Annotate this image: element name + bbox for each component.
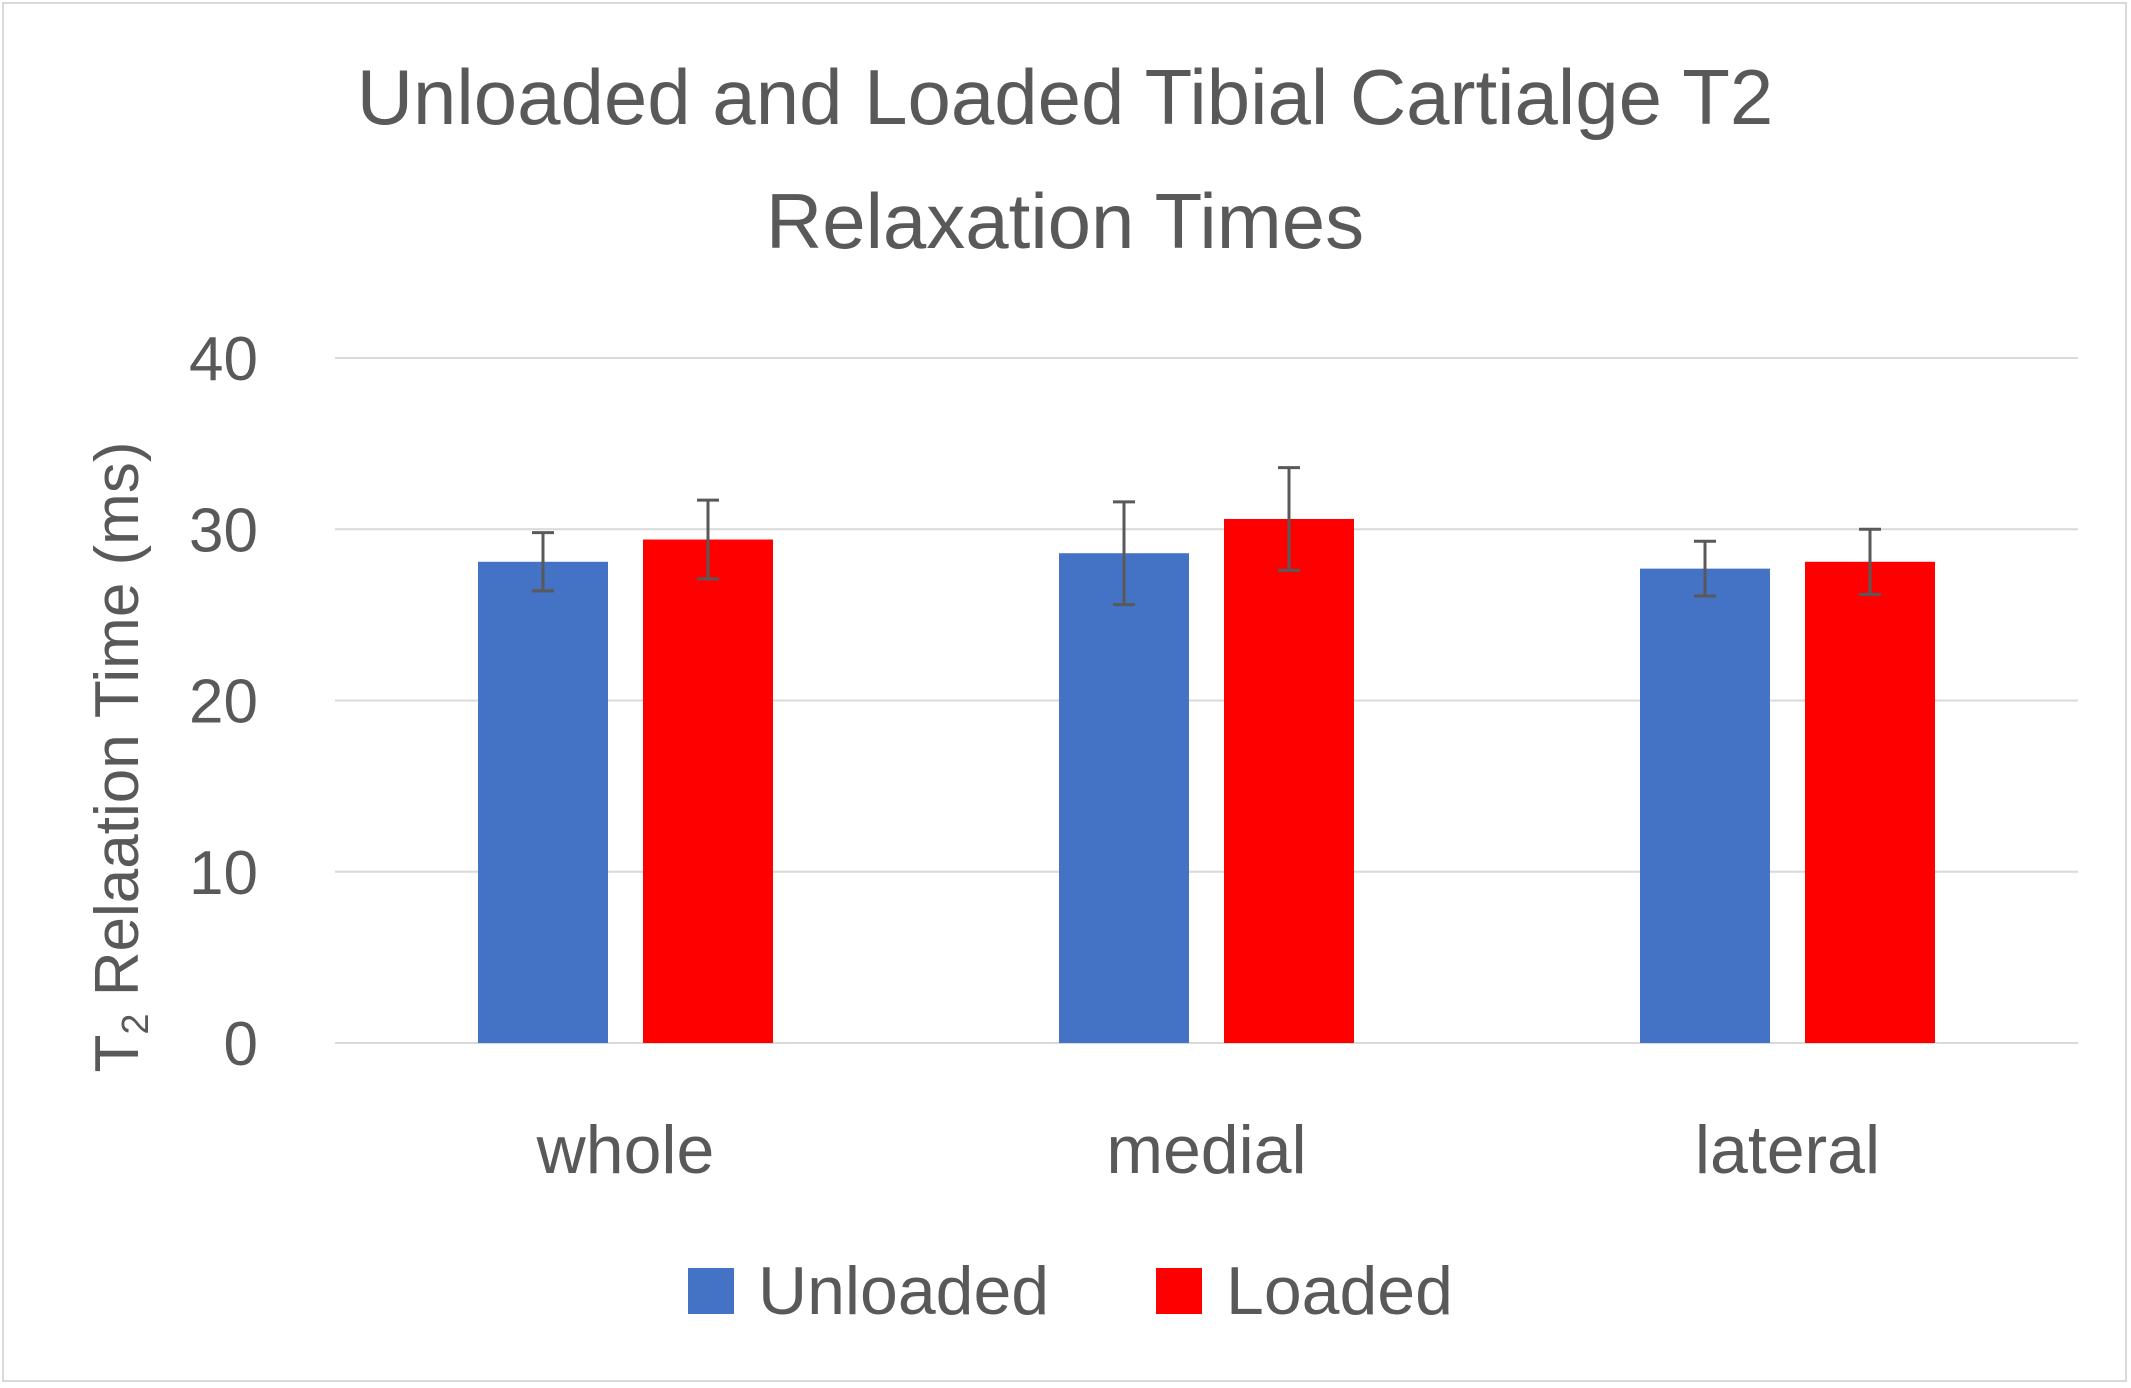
legend-label: Unloaded bbox=[758, 1253, 1049, 1329]
bars bbox=[478, 518, 1935, 1043]
y-axis-label: T2 Relaation Time (ms) bbox=[83, 442, 157, 1073]
y-tick-label: 10 bbox=[189, 839, 258, 908]
y-tick-label: 30 bbox=[189, 496, 258, 565]
error-bar-loaded-medial bbox=[1278, 466, 1300, 572]
error-bar-unloaded-medial bbox=[1113, 500, 1135, 607]
x-category-labels: whole medial lateral bbox=[536, 1112, 1880, 1188]
error-bars bbox=[532, 466, 1881, 607]
y-axis-label-main: T bbox=[83, 1035, 152, 1073]
chart-title-line-1: Unloaded and Loaded Tibial Cartialge T2 bbox=[357, 53, 1774, 141]
error-bar-loaded-whole bbox=[697, 498, 719, 581]
legend-label: Loaded bbox=[1226, 1253, 1453, 1329]
y-tick-label: 20 bbox=[189, 668, 258, 737]
bar-unloaded-whole bbox=[478, 561, 608, 1043]
error-bar-loaded-lateral bbox=[1859, 527, 1881, 596]
gridlines bbox=[335, 357, 2078, 1044]
x-category-label: whole bbox=[536, 1112, 715, 1188]
legend-swatch bbox=[688, 1268, 734, 1314]
chart-title-line-2: Relaxation Times bbox=[766, 177, 1364, 265]
bar-loaded-whole bbox=[643, 539, 773, 1043]
y-axis-label-rest: Relaation Time (ms) bbox=[83, 442, 152, 1014]
error-bar-unloaded-lateral bbox=[1694, 539, 1716, 598]
legend-item-loaded: Loaded bbox=[1156, 1253, 1453, 1329]
legend-item-unloaded: Unloaded bbox=[688, 1253, 1049, 1329]
y-axis-label-subscript: 2 bbox=[115, 1013, 157, 1034]
bar-loaded-lateral bbox=[1805, 561, 1935, 1043]
bar-unloaded-lateral bbox=[1640, 568, 1770, 1043]
error-bar-unloaded-whole bbox=[532, 531, 554, 593]
y-tick-label: 0 bbox=[224, 1010, 258, 1079]
y-tick-labels: 0 10 20 30 40 bbox=[189, 325, 258, 1079]
bar-unloaded-medial bbox=[1059, 553, 1189, 1043]
bar-loaded-medial bbox=[1224, 518, 1354, 1043]
y-tick-label: 40 bbox=[189, 325, 258, 394]
x-category-label: medial bbox=[1106, 1112, 1306, 1188]
x-category-label: lateral bbox=[1695, 1112, 1880, 1188]
legend: Unloaded Loaded bbox=[688, 1253, 1453, 1329]
legend-swatch bbox=[1156, 1268, 1202, 1314]
